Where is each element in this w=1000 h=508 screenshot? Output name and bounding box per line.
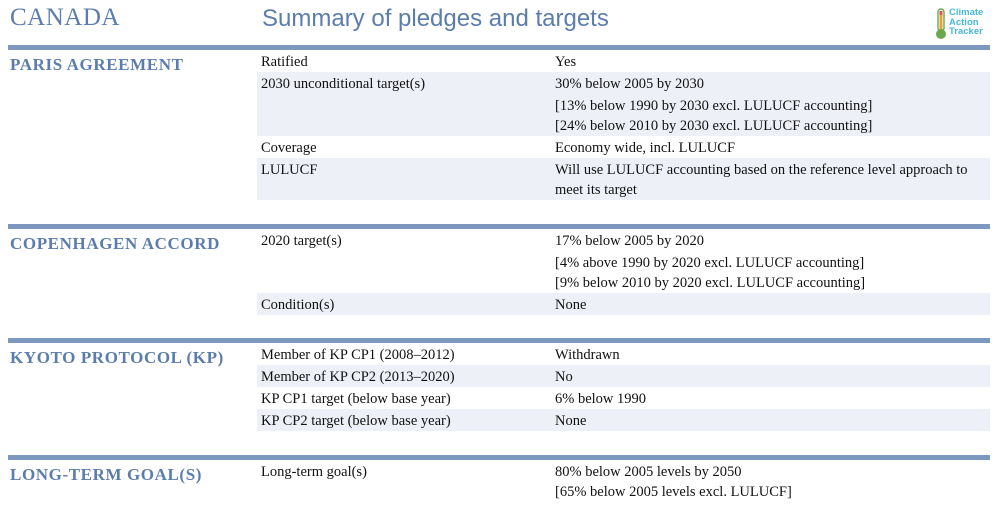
table-row: LULUCF Will use LULUCF accounting based … (257, 158, 990, 200)
row-value: 30% below 2005 by 2030 [13% below 1990 b… (555, 76, 873, 134)
section-divider (8, 224, 990, 229)
row-value: None (555, 413, 587, 429)
row-label: Member of KP CP1 (2008–2012) (261, 347, 455, 363)
row-label: 2030 unconditional target(s) (261, 76, 426, 92)
section-copenhagen-accord: COPENHAGEN ACCORD 2020 target(s) 17% bel… (8, 224, 990, 319)
table-row: Coverage Economy wide, incl. LULUCF (257, 136, 990, 158)
row-label: KP CP2 target (below base year) (261, 413, 451, 429)
row-value: 6% below 1990 (555, 391, 647, 407)
section-paris-agreement: PARIS AGREEMENT Ratified Yes 2030 uncond… (8, 45, 990, 205)
row-label: LULUCF (261, 162, 318, 178)
table-row: 2020 target(s) 17% below 2005 by 2020 [4… (257, 229, 990, 293)
row-label: 2020 target(s) (261, 233, 342, 249)
table-row: Member of KP CP2 (2013–2020) No (257, 365, 990, 387)
table-row: Ratified Yes (257, 50, 990, 72)
section-divider (8, 45, 990, 50)
row-value: 17% below 2005 by 2020 [4% above 1990 by… (555, 233, 866, 291)
table-row: 2030 unconditional target(s) 30% below 2… (257, 72, 990, 136)
table-row: Member of KP CP1 (2008–2012) Withdrawn (257, 343, 990, 365)
section-title: KYOTO PROTOCOL (KP) (10, 348, 224, 367)
row-label: Long-term goal(s) (261, 464, 367, 480)
table-row: Long-term goal(s) 80% below 2005 levels … (257, 460, 990, 504)
table-row: KP CP2 target (below base year) None (257, 409, 990, 431)
row-label: KP CP1 target (below base year) (261, 391, 451, 407)
row-value: Economy wide, incl. LULUCF (555, 140, 736, 156)
page-title: Summary of pledges and targets (262, 5, 609, 32)
logo-line: Tracker (949, 26, 983, 37)
header-country: CANADA (10, 4, 120, 31)
row-label: Member of KP CP2 (2013–2020) (261, 369, 455, 385)
table-row: Condition(s) None (257, 293, 990, 315)
row-value: None (555, 297, 587, 313)
logo-line: Action (949, 16, 979, 28)
table-row: KP CP1 target (below base year) 6% below… (257, 387, 990, 409)
logo-line: Climate (949, 7, 984, 18)
section-long-term-goals: LONG-TERM GOAL(S) Long-term goal(s) 80% … (8, 455, 990, 507)
row-value: Yes (555, 54, 577, 70)
row-label: Ratified (261, 54, 308, 70)
thermometer-icon (936, 8, 946, 39)
section-divider (8, 455, 990, 460)
row-value: Withdrawn (555, 347, 620, 363)
row-label: Coverage (261, 140, 317, 156)
section-title: PARIS AGREEMENT (10, 55, 184, 74)
row-value: Will use LULUCF accounting based on the … (555, 162, 968, 198)
section-title: COPENHAGEN ACCORD (10, 234, 220, 253)
section-divider (8, 338, 990, 343)
row-label: Condition(s) (261, 297, 335, 313)
climate-action-tracker-logo: Climate Action Tracker (934, 6, 994, 42)
section-title: LONG-TERM GOAL(S) (10, 465, 203, 484)
section-kyoto-protocol: KYOTO PROTOCOL (KP) Member of KP CP1 (20… (8, 338, 990, 438)
row-value: No (555, 369, 573, 385)
row-value: 80% below 2005 levels by 2050 [65% below… (555, 464, 792, 500)
